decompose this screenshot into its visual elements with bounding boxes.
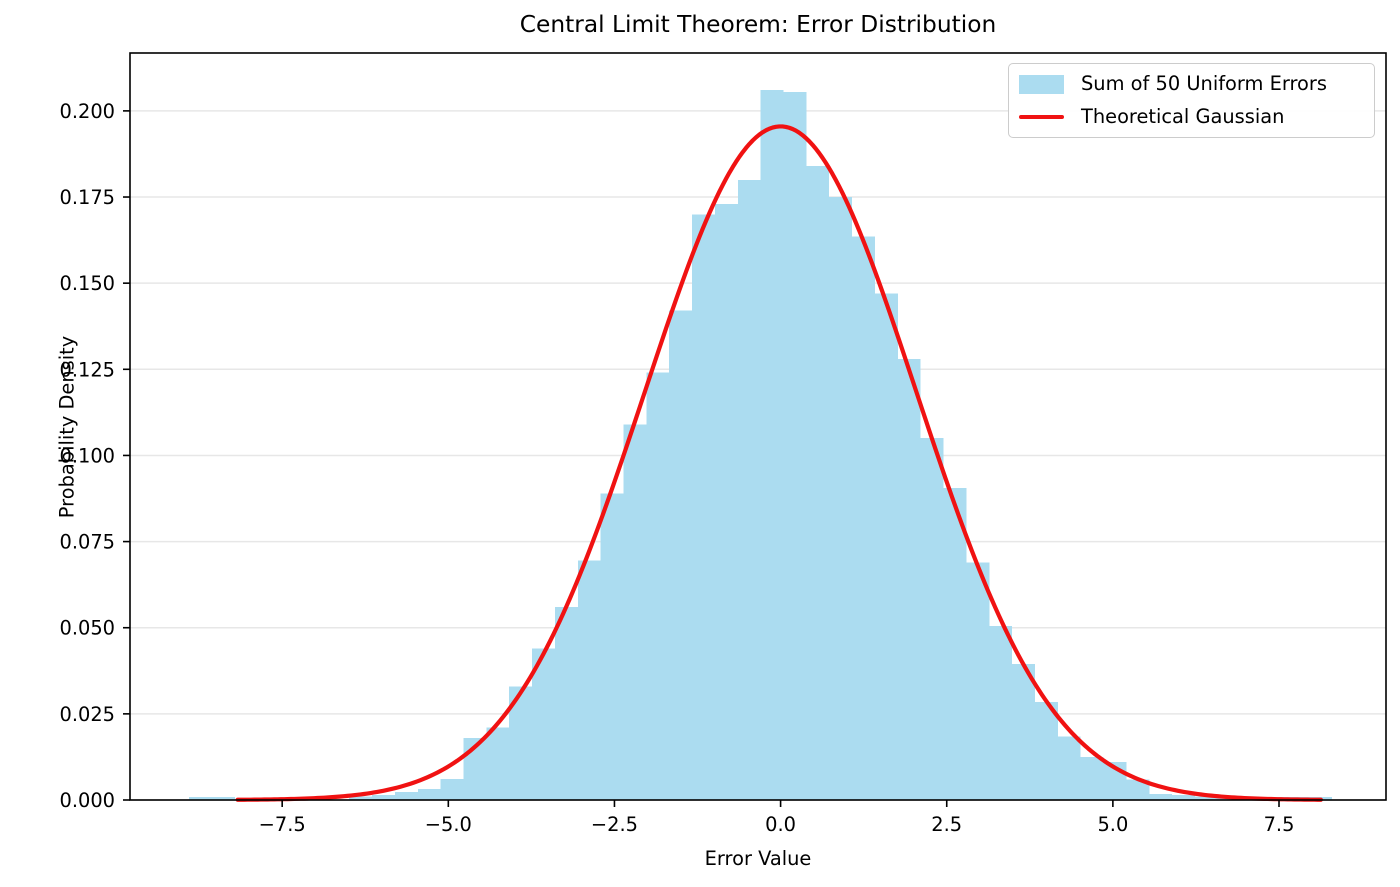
histogram-bar	[692, 214, 715, 801]
histogram-bar	[577, 560, 601, 800]
histogram-bar	[1057, 736, 1081, 800]
histogram-bar	[600, 493, 624, 800]
histogram-bar	[646, 372, 670, 800]
histogram-bar	[714, 203, 738, 801]
chart-title: Central Limit Theorem: Error Distributio…	[519, 11, 997, 38]
histogram-bar	[874, 293, 898, 800]
axis-ticks	[123, 110, 1280, 807]
x-tick-label: −7.5	[259, 813, 306, 836]
histogram-bar	[829, 197, 853, 800]
histogram-bar	[1126, 779, 1150, 800]
axis-tick-labels: −7.5 −5.0 −2.5 0.0 2.5 5.0 7.5 0.000 0.025 0.050 0…	[59, 100, 1294, 836]
y-tick-label: 0.075	[59, 531, 115, 554]
histogram-bar	[417, 788, 441, 800]
histogram-bar	[943, 488, 967, 800]
gaussian-curve	[235, 124, 1323, 802]
legend: Sum of 50 Uniform Errors Theoretical Gau…	[1008, 63, 1375, 138]
legend-item-gaussian: Theoretical Gaussian	[1019, 105, 1374, 129]
histogram-bar	[1034, 701, 1058, 800]
histogram-bar	[1172, 794, 1196, 800]
y-tick-label: 0.125	[59, 358, 115, 381]
y-axis-label: Probability Density	[55, 335, 79, 519]
histogram-bar	[669, 310, 693, 800]
histogram-bar	[189, 797, 213, 800]
histogram-bar	[852, 236, 875, 800]
axes-spines	[129, 52, 1387, 801]
histogram-bar	[1080, 756, 1104, 800]
histogram-bar	[760, 90, 784, 801]
histogram-bar	[1012, 663, 1035, 800]
x-tick-label: 5.0	[1097, 813, 1128, 836]
histogram-swatch-icon	[1019, 74, 1064, 94]
gaussian-line-swatch-icon	[1019, 115, 1064, 119]
histogram-bar	[989, 625, 1013, 800]
y-tick-label: 0.050	[59, 617, 115, 640]
x-tick-label: −2.5	[591, 813, 638, 836]
histogram-bars	[189, 90, 1333, 801]
x-tick-label: −5.0	[425, 813, 472, 836]
x-tick-label: 0.0	[765, 813, 796, 836]
histogram-bar	[966, 562, 990, 800]
histogram-bar	[349, 796, 373, 800]
histogram-bar	[532, 648, 555, 800]
y-tick-label: 0.100	[59, 444, 115, 467]
legend-label-gaussian: Theoretical Gaussian	[1081, 105, 1285, 129]
histogram-bar	[486, 727, 510, 800]
histogram-bar	[783, 91, 807, 801]
legend-label-histogram: Sum of 50 Uniform Errors	[1081, 72, 1327, 96]
histogram-bar	[920, 438, 944, 800]
histogram-bar	[372, 794, 395, 800]
histogram-bar	[737, 179, 761, 800]
histogram-bar	[394, 792, 418, 800]
x-tick-label: 2.5	[931, 813, 962, 836]
y-tick-label: 0.000	[59, 789, 115, 812]
y-tick-label: 0.150	[59, 272, 115, 295]
histogram-bar	[440, 778, 464, 800]
y-tick-label: 0.200	[59, 100, 115, 123]
x-axis-label: Error Value	[704, 847, 812, 870]
histogram-bar	[212, 797, 235, 800]
histogram-bar	[1149, 793, 1173, 800]
x-tick-label: 7.5	[1264, 813, 1295, 836]
histogram-bar	[806, 166, 830, 800]
histogram-bar	[897, 358, 921, 800]
legend-item-histogram: Sum of 50 Uniform Errors	[1019, 72, 1374, 96]
y-tick-label: 0.025	[59, 703, 115, 726]
histogram-bar	[509, 686, 533, 800]
histogram-bar	[554, 607, 578, 800]
y-tick-label: 0.175	[59, 186, 115, 209]
histogram-bar	[623, 424, 647, 800]
histogram-bar	[1195, 796, 1218, 800]
